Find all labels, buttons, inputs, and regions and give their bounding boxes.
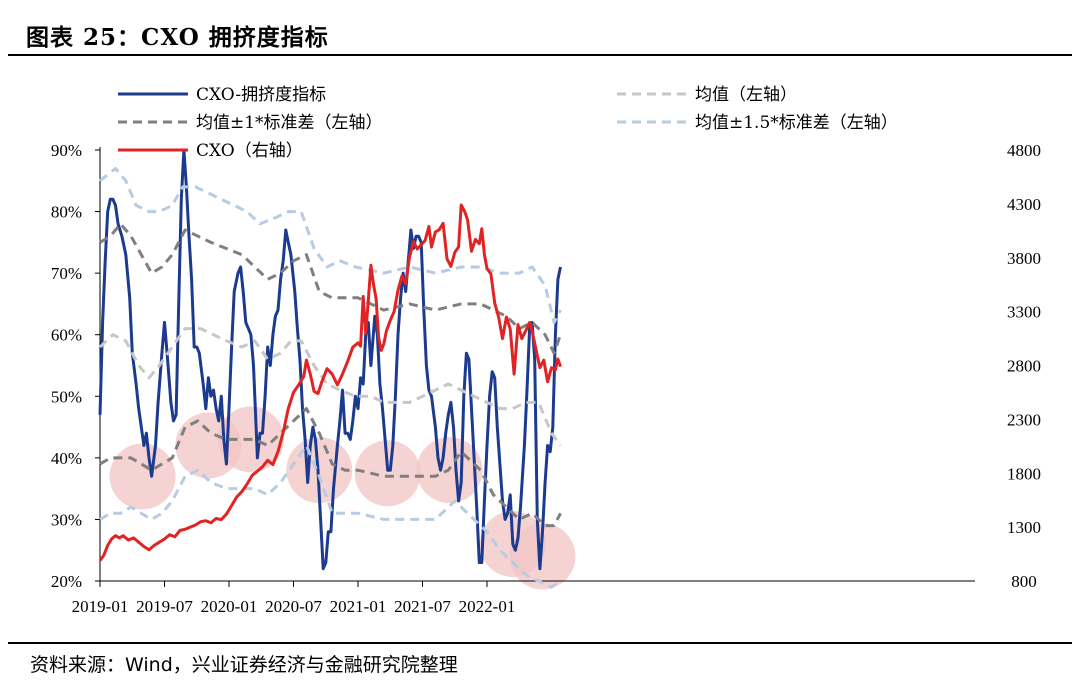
bottom-rule	[8, 642, 1072, 644]
top-rule	[8, 54, 1072, 56]
left-tick-label: 60%	[51, 326, 82, 345]
x-tick-label: 2021-07	[394, 597, 451, 616]
legend-label-3: 均值±1.5*标准差（左轴）	[695, 113, 898, 133]
figure-title: 图表 25：CXO 拥挤度指标	[26, 24, 329, 51]
left-tick-label: 30%	[51, 510, 82, 529]
legend-label-4: CXO（右轴）	[196, 141, 303, 161]
series-line-1	[98, 327, 562, 447]
series-line-4	[98, 203, 562, 562]
left-tick-label: 40%	[51, 449, 82, 468]
left-tick-label: 80%	[51, 203, 82, 222]
left-tick-label: 20%	[51, 572, 82, 591]
x-tick-label: 2020-07	[265, 597, 322, 616]
series-line-3-lower	[99, 444, 562, 589]
legend-label-2: 均值±1*标准差（左轴）	[196, 113, 383, 133]
legend-label-0: CXO-拥挤度指标	[196, 85, 326, 105]
right-tick-label: 4300	[1007, 195, 1041, 214]
left-tick-label: 50%	[51, 387, 82, 406]
x-tick-label: 2019-07	[136, 597, 193, 616]
highlight-circle-7	[509, 523, 576, 590]
left-tick-label: 70%	[51, 264, 82, 283]
legend-label-1: 均值（左轴）	[695, 85, 797, 105]
right-tick-label: 2300	[1007, 410, 1041, 429]
x-tick-label: 2021-01	[330, 597, 387, 616]
x-tick-label: 2019-01	[72, 597, 129, 616]
x-tick-label: 2020-01	[201, 597, 258, 616]
highlight-circle-0	[109, 443, 176, 510]
left-tick-label: 90%	[51, 141, 82, 160]
series-line-0	[98, 148, 562, 571]
series-line-3-upper	[99, 167, 562, 324]
right-tick-label: 3300	[1007, 303, 1041, 322]
right-tick-label: 2800	[1007, 357, 1041, 376]
right-tick-label: 4800	[1007, 141, 1041, 160]
right-tick-label: 1300	[1007, 518, 1041, 537]
series-line-2-upper	[99, 222, 562, 355]
right-tick-label: 1800	[1007, 464, 1041, 483]
x-tick-label: 2022-01	[459, 597, 516, 616]
right-tick-label: 3800	[1007, 249, 1041, 268]
source-note: 资料来源：Wind，兴业证券经济与金融研究院整理	[30, 654, 458, 676]
highlight-circle-4	[354, 440, 421, 507]
right-tick-label: 800	[1011, 572, 1037, 591]
series-line-2-lower	[99, 407, 562, 528]
chart-canvas: 20% 30% 40% 50% 60% 70% 80% 90% 800 1300 1800 2300 2…	[51, 85, 1041, 616]
